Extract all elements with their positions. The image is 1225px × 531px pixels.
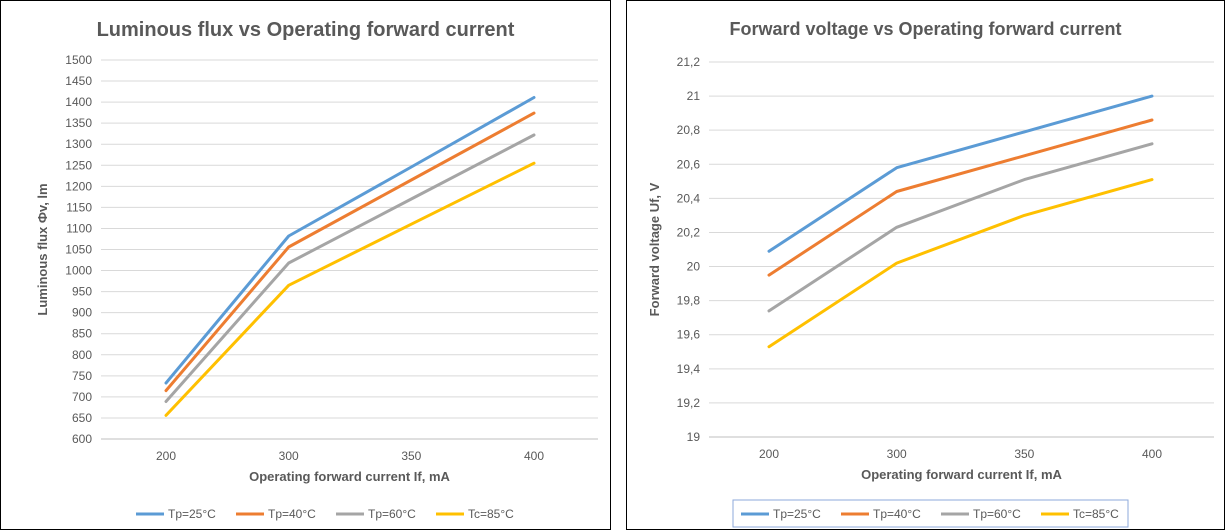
series-line-3 xyxy=(164,133,536,403)
series-line-2 xyxy=(767,118,1154,277)
y-tick-label: 1100 xyxy=(66,221,92,235)
y-tick-label: 1400 xyxy=(65,95,92,109)
y-tick-label: 700 xyxy=(72,390,92,404)
legend-label: Tc=85°C xyxy=(468,507,514,521)
legend-label: Tc=85°C xyxy=(1073,507,1119,521)
y-tick-label: 1050 xyxy=(65,243,92,257)
x-axis-title: Operating forward current If, mA xyxy=(249,469,450,484)
y-tick-label: 20 xyxy=(687,260,701,274)
x-tick-label: 200 xyxy=(759,447,779,461)
y-tick-label: 1450 xyxy=(65,74,92,88)
y-tick-label: 19,4 xyxy=(677,362,701,376)
y-tick-label: 20,2 xyxy=(677,225,701,239)
y-tick-label: 21 xyxy=(687,89,701,103)
legend-label: Tp=25°C xyxy=(773,507,821,521)
y-tick-label: 650 xyxy=(72,411,92,425)
y-axis-title: Luminous flux Фv, lm xyxy=(35,183,50,315)
luminous-flux-chart: 600 650 700 750 800 850 900 950 1000 1050 1100 1150… xyxy=(35,53,598,521)
legend-label: Tp=40°C xyxy=(873,507,921,521)
chart-title: Forward voltage vs Operating forward cur… xyxy=(729,19,1122,39)
series-line-2 xyxy=(164,111,536,393)
legend-label: Tp=60°C xyxy=(973,507,1021,521)
y-tick-label: 600 xyxy=(72,432,92,446)
y-tick-label: 1250 xyxy=(65,158,92,172)
y-tick-label: 21,2 xyxy=(677,55,701,69)
y-tick-label: 1300 xyxy=(65,137,92,151)
x-tick-label: 300 xyxy=(279,449,299,463)
y-tick-label: 1150 xyxy=(66,200,92,214)
y-tick-label: 20,8 xyxy=(677,123,701,137)
legend-label: Tp=25°C xyxy=(168,507,216,521)
y-tick-label: 1200 xyxy=(65,179,92,193)
series-line-4 xyxy=(164,161,536,417)
x-tick-label: 400 xyxy=(1142,447,1162,461)
y-tick-label: 1500 xyxy=(65,53,92,67)
series-line-1 xyxy=(767,94,1154,253)
legend-box xyxy=(732,499,1129,528)
series-line-3 xyxy=(767,142,1154,313)
y-tick-label: 1000 xyxy=(65,264,92,278)
x-tick-label: 300 xyxy=(887,447,907,461)
y-axis-title: Forward voltage Uf, V xyxy=(647,182,662,316)
y-tick-label: 1350 xyxy=(65,116,92,130)
y-tick-label: 750 xyxy=(72,369,92,383)
luminous-flux-chart-panel: Luminous flux vs Operating forward curre… xyxy=(0,0,611,530)
legend-label: Tp=60°C xyxy=(368,507,416,521)
legend-label: Tp=40°C xyxy=(268,507,316,521)
forward-voltage-chart: 19 19,2 19,4 19,6 19,8 20 20,2 20,4 20,6 20,8 21 21… xyxy=(647,55,1214,528)
y-tick-label: 19 xyxy=(687,430,701,444)
series-line-1 xyxy=(164,96,536,385)
series-line-4 xyxy=(767,178,1154,349)
x-tick-label: 400 xyxy=(524,449,544,463)
y-tick-label: 850 xyxy=(72,327,92,341)
y-tick-label: 19,2 xyxy=(677,396,701,410)
y-tick-label: 20,4 xyxy=(677,191,701,205)
forward-voltage-chart-panel: Forward voltage vs Operating forward cur… xyxy=(626,0,1225,530)
y-tick-label: 19,6 xyxy=(677,328,701,342)
x-tick-label: 350 xyxy=(401,449,421,463)
y-tick-label: 19,8 xyxy=(677,294,701,308)
x-tick-label: 350 xyxy=(1014,447,1034,461)
x-axis-title: Operating forward current If, mA xyxy=(861,467,1062,482)
y-tick-label: 800 xyxy=(72,348,92,362)
y-tick-label: 20,6 xyxy=(677,157,701,171)
y-tick-label: 950 xyxy=(72,285,92,299)
x-tick-label: 200 xyxy=(156,449,176,463)
chart-title: Luminous flux vs Operating forward curre… xyxy=(96,19,515,41)
y-tick-label: 900 xyxy=(72,306,92,320)
